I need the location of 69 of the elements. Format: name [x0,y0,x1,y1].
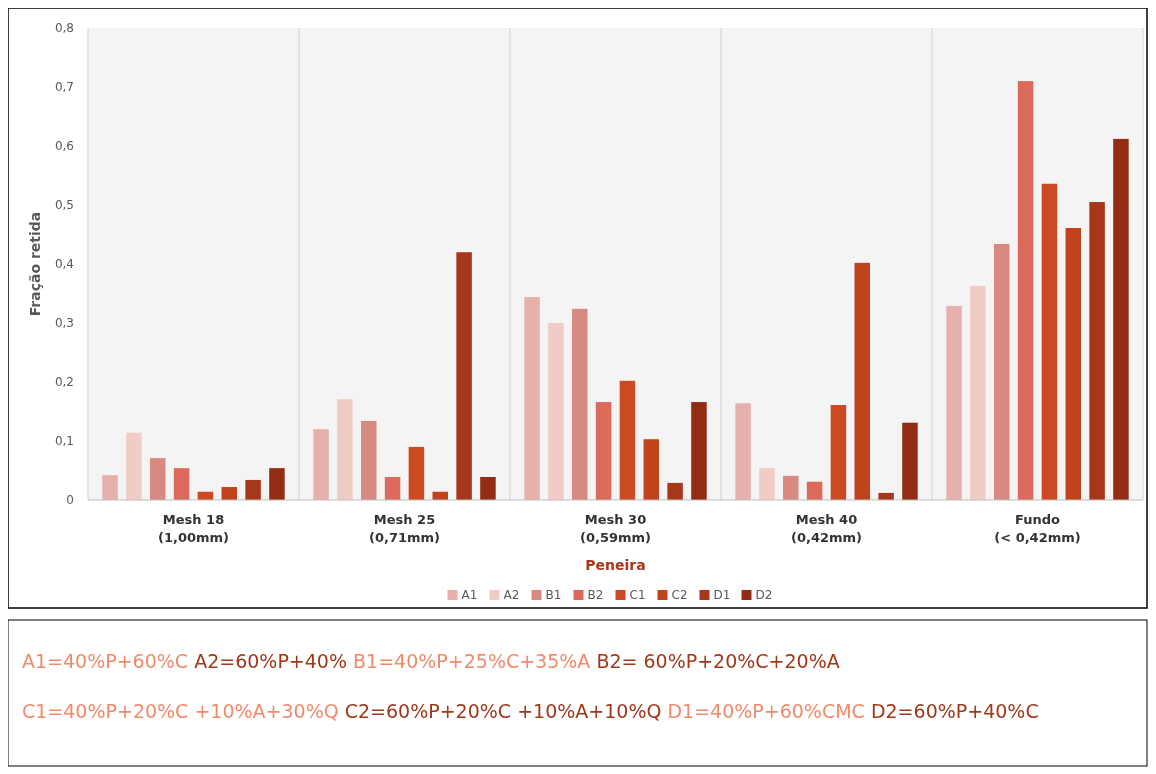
bar [1065,228,1082,500]
y-tick-label: 0,2 [54,375,74,390]
legend-label: B1 [545,588,562,603]
bar [667,482,683,500]
bar [691,402,707,500]
bar [782,475,799,500]
y-tick-label: 0,1 [54,434,74,449]
text: C1=40%P+20%C +10%A+30%Q [22,700,339,722]
x-tick-label: Mesh 30 (0,59mm) [579,512,652,545]
y-tick-label: 0,6 [54,139,74,154]
bar [126,432,142,500]
bar [173,468,190,500]
bar [245,479,261,500]
legend-label: D2 [755,588,773,603]
legend-label: C1 [629,588,646,603]
bar [524,297,540,500]
text: D2=60%P+40%C [864,700,1039,722]
y-tick-label: 0,4 [54,257,74,272]
bar [548,323,564,500]
bar [759,468,775,500]
x-axis-title: Peneira [585,557,646,573]
bar [269,468,285,500]
bar [337,399,353,500]
bar [946,305,962,500]
text: D1=40%P+60%CMC [661,700,865,722]
y-axis-title: Fração retida [27,211,43,317]
legend-label: C2 [671,588,688,603]
x-tick-label: Fundo (< 0,42mm) [994,512,1081,545]
bar [456,252,472,500]
x-tick-label: Mesh 40 (0,42mm) [790,512,863,545]
bar [830,405,847,500]
bar [643,439,660,500]
bar [571,308,588,500]
text: B1=40%P+25%C+35%A [347,650,591,672]
bar [806,481,823,500]
bar [970,285,986,500]
bar [313,429,329,500]
bar [854,262,871,500]
bar [735,403,751,500]
bar [102,475,118,500]
x-tick-label: Mesh 18 (1,00mm) [157,512,230,545]
y-tick-label: 0,5 [54,198,74,213]
bar [360,420,377,500]
y-tick-label: 0,8 [54,21,74,36]
bar [384,476,401,500]
bar [1017,81,1034,500]
y-tick-label: 0 [66,493,74,508]
bar [1113,138,1129,500]
bar [902,422,918,500]
legend-label: B2 [587,588,604,603]
bar [1089,202,1105,500]
bar [1041,183,1058,500]
text: A1=40%P+60%C [22,650,189,672]
y-tick-label: 0,7 [54,80,74,95]
legend-label: A2 [503,588,520,603]
x-tick-label: Mesh 25 (0,71mm) [368,512,441,545]
bar [408,446,425,500]
text: B2= 60%P+20%C+20%A [590,650,840,672]
legend-label: A1 [461,588,478,603]
bar [993,243,1010,500]
bar [221,487,238,500]
bar [619,380,636,500]
y-tick-label: 0,3 [54,316,74,331]
legend-label: D1 [713,588,731,603]
text: A2=60%P+40% [188,650,348,672]
bar [149,458,166,500]
bar [480,476,496,500]
text: C2=60%P+20%C +10%A+10%Q [338,700,662,722]
bar [595,402,612,500]
